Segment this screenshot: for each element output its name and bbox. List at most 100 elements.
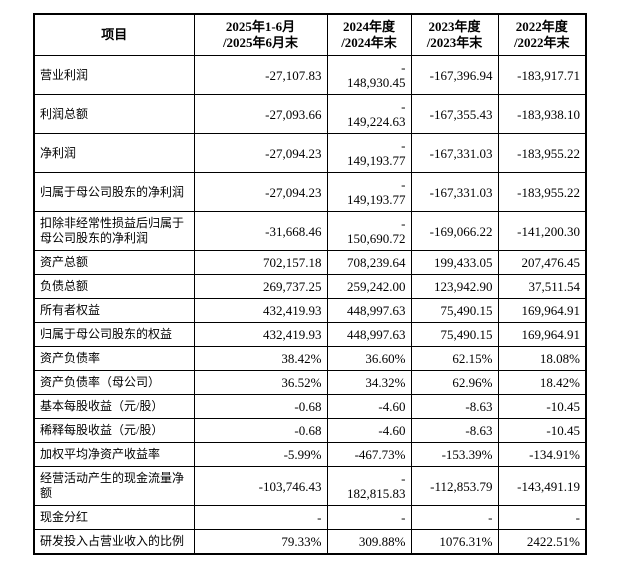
cell-value: 18.42% [497,370,587,395]
cell-value: 448,997.63 [326,298,412,323]
cell-value: -183,955.22 [497,172,587,212]
cell-value: 1076.31% [410,529,499,555]
cell-value: -143,491.19 [497,466,587,506]
financial-summary-table-container: 项目 2025年1-6月 /2025年6月末 2024年度 /2024年末 20… [33,13,587,555]
row-item-label: 基本每股收益（元/股） [33,394,195,419]
cell-value: 169,964.91 [497,298,587,323]
cell-value: 38.42% [193,346,328,371]
cell-value: -183,955.22 [497,133,587,173]
header-period-2024: 2024年度 /2024年末 [326,13,412,56]
cell-value: -141,200.30 [497,211,587,251]
cell-value: - 149,224.63 [326,94,412,134]
table-row: 资产负债率 38.42% 36.60% 62.15% 18.08% [33,346,587,371]
cell-value: - 182,815.83 [326,466,412,506]
cell-value: -167,331.03 [410,172,499,212]
table-row: 所有者权益 432,419.93 448,997.63 75,490.15 169,96… [33,298,587,323]
table-row: 经营活动产生的现金流量净额 -103,746.43- 182,815.83 -112… [33,466,587,506]
cell-value: -27,107.83 [193,55,328,95]
cell-value: -169,066.22 [410,211,499,251]
row-item-label: 营业利润 [33,55,195,95]
cell-value: - [326,505,412,530]
cell-value: 36.60% [326,346,412,371]
cell-value: 169,964.91 [497,322,587,347]
cell-value: 75,490.15 [410,322,499,347]
header-period-2025: 2025年1-6月 /2025年6月末 [193,13,328,56]
cell-value: 199,433.05 [410,250,499,275]
table-row: 资产负债率（母公司） 36.52% 34.32% 62.96% 18.42% [33,370,587,395]
cell-value: 448,997.63 [326,322,412,347]
cell-value: - 150,690.72 [326,211,412,251]
row-item-label: 资产负债率（母公司） [33,370,195,395]
table-row: 净利润 -27,094.23- 149,193.77 -167,331.03 -183… [33,133,587,173]
cell-value: -27,094.23 [193,172,328,212]
row-item-label: 所有者权益 [33,298,195,323]
header-period-2023: 2023年度 /2023年末 [410,13,499,56]
cell-value: 36.52% [193,370,328,395]
table-row: 加权平均净资产收益率 -5.99% -467.73% -153.39% -134.91% [33,442,587,467]
cell-value: -167,355.43 [410,94,499,134]
cell-value: 269,737.25 [193,274,328,299]
cell-value: -31,668.46 [193,211,328,251]
table-row: 归属于母公司股东的权益 432,419.93 448,997.63 75,490.15… [33,322,587,347]
row-item-label: 归属于母公司股东的权益 [33,322,195,347]
row-item-label: 利润总额 [33,94,195,134]
cell-value: - 149,193.77 [326,172,412,212]
table-row: 基本每股收益（元/股） -0.68 -4.60 -8.63 -10.45 [33,394,587,419]
cell-value: -0.68 [193,418,328,443]
row-item-label: 扣除非经常性损益后归属于母公司股东的净利润 [33,211,195,251]
cell-value: - [193,505,328,530]
cell-value: 2422.51% [497,529,587,555]
cell-value: 309.88% [326,529,412,555]
cell-value: 207,476.45 [497,250,587,275]
table-row: 归属于母公司股东的净利润 -27,094.23- 149,193.77 -167,3… [33,172,587,212]
cell-value: 37,511.54 [497,274,587,299]
cell-value: -4.60 [326,418,412,443]
cell-value: 708,239.64 [326,250,412,275]
row-item-label: 资产总额 [33,250,195,275]
row-item-label: 负债总额 [33,274,195,299]
cell-value: -27,093.66 [193,94,328,134]
table-body: 营业利润 -27,107.83- 148,930.45 -167,396.94 -18… [33,55,587,555]
cell-value: -5.99% [193,442,328,467]
cell-value: 259,242.00 [326,274,412,299]
row-item-label: 加权平均净资产收益率 [33,442,195,467]
cell-value: -183,917.71 [497,55,587,95]
cell-value: -4.60 [326,394,412,419]
cell-value: -153.39% [410,442,499,467]
cell-value: -27,094.23 [193,133,328,173]
cell-value: 432,419.93 [193,322,328,347]
table-row: 扣除非经常性损益后归属于母公司股东的净利润 -31,668.46- 150,690… [33,211,587,251]
row-item-label: 研发投入占营业收入的比例 [33,529,195,555]
cell-value: -112,853.79 [410,466,499,506]
table-row: 现金分红 - - - - [33,505,587,530]
row-item-label: 资产负债率 [33,346,195,371]
table-row: 资产总额 702,157.18 708,239.64 199,433.05 207,47… [33,250,587,275]
cell-value: 18.08% [497,346,587,371]
cell-value: 75,490.15 [410,298,499,323]
row-item-label: 稀释每股收益（元/股） [33,418,195,443]
cell-value: -8.63 [410,394,499,419]
cell-value: -10.45 [497,418,587,443]
header-row: 项目 2025年1-6月 /2025年6月末 2024年度 /2024年末 20… [33,13,587,56]
table-header: 项目 2025年1-6月 /2025年6月末 2024年度 /2024年末 20… [33,13,587,56]
header-item-column: 项目 [33,13,195,56]
table-row: 负债总额 269,737.25 259,242.00 123,942.90 37,511… [33,274,587,299]
row-item-label: 净利润 [33,133,195,173]
table-row: 稀释每股收益（元/股） -0.68 -4.60 -8.63 -10.45 [33,418,587,443]
cell-value: 62.15% [410,346,499,371]
cell-value: 34.32% [326,370,412,395]
financial-summary-table: 项目 2025年1-6月 /2025年6月末 2024年度 /2024年末 20… [33,13,587,555]
cell-value: 123,942.90 [410,274,499,299]
cell-value: -183,938.10 [497,94,587,134]
table-row: 研发投入占营业收入的比例 79.33% 309.88% 1076.31% 2422.51… [33,529,587,555]
cell-value: - [410,505,499,530]
cell-value: 702,157.18 [193,250,328,275]
cell-value: 79.33% [193,529,328,555]
cell-value: - [497,505,587,530]
cell-value: -467.73% [326,442,412,467]
cell-value: -167,396.94 [410,55,499,95]
cell-value: -103,746.43 [193,466,328,506]
table-row: 营业利润 -27,107.83- 148,930.45 -167,396.94 -18… [33,55,587,95]
cell-value: -0.68 [193,394,328,419]
cell-value: -167,331.03 [410,133,499,173]
